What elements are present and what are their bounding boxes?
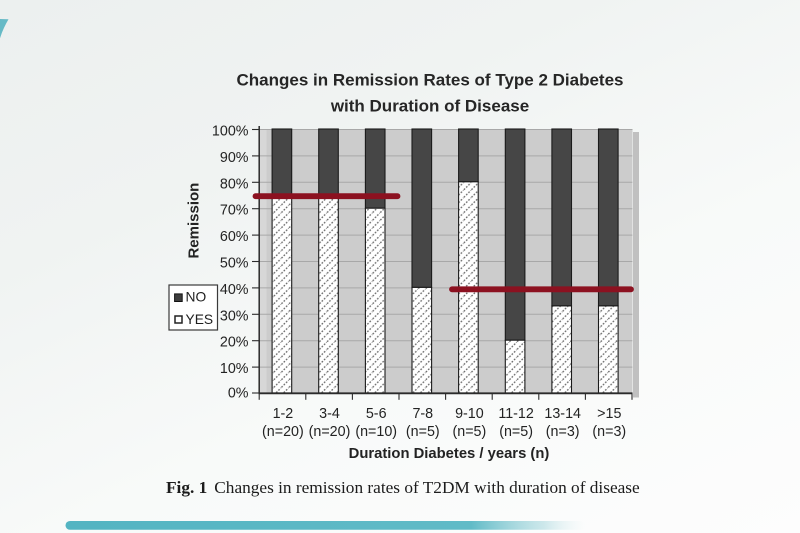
svg-text:(n=20): (n=20)	[262, 424, 304, 440]
svg-text:(n=20): (n=20)	[309, 424, 351, 440]
svg-text:Duration Diabetes / years (n): Duration Diabetes / years (n)	[349, 446, 550, 462]
svg-text:1-2: 1-2	[273, 406, 294, 422]
svg-text:60%: 60%	[220, 229, 249, 245]
svg-text:7-8: 7-8	[412, 406, 433, 422]
svg-text:(n=5): (n=5)	[406, 424, 440, 440]
svg-text:NO: NO	[186, 289, 207, 304]
svg-text:9-10: 9-10	[455, 406, 484, 422]
svg-text:Changes in Remission Rates of: Changes in Remission Rates of Type 2 Dia…	[236, 70, 623, 89]
svg-text:YES: YES	[186, 312, 214, 327]
svg-text:(n=3): (n=3)	[592, 424, 626, 440]
svg-text:10%: 10%	[220, 361, 249, 377]
svg-text:20%: 20%	[220, 335, 249, 351]
svg-text:(n=5): (n=5)	[453, 424, 487, 440]
svg-text:30%: 30%	[220, 308, 249, 324]
svg-text:(n=3): (n=3)	[546, 424, 580, 440]
svg-text:3-4: 3-4	[319, 406, 340, 422]
svg-text:(n=10): (n=10)	[355, 424, 397, 440]
svg-text:50%: 50%	[220, 256, 249, 272]
svg-text:Remission: Remission	[185, 183, 202, 259]
svg-text:40%: 40%	[220, 282, 249, 298]
svg-text:>15: >15	[597, 406, 621, 422]
svg-text:13-14: 13-14	[544, 406, 581, 422]
svg-text:(n=5): (n=5)	[499, 424, 533, 440]
svg-text:80%: 80%	[220, 176, 249, 192]
svg-text:0%: 0%	[228, 386, 249, 402]
svg-text:70%: 70%	[220, 203, 249, 219]
svg-text:11-12: 11-12	[498, 406, 534, 422]
svg-text:100%: 100%	[212, 124, 249, 140]
svg-text:90%: 90%	[220, 150, 249, 166]
svg-text:with Duration of Disease: with Duration of Disease	[330, 97, 529, 116]
svg-text:5-6: 5-6	[366, 406, 387, 422]
